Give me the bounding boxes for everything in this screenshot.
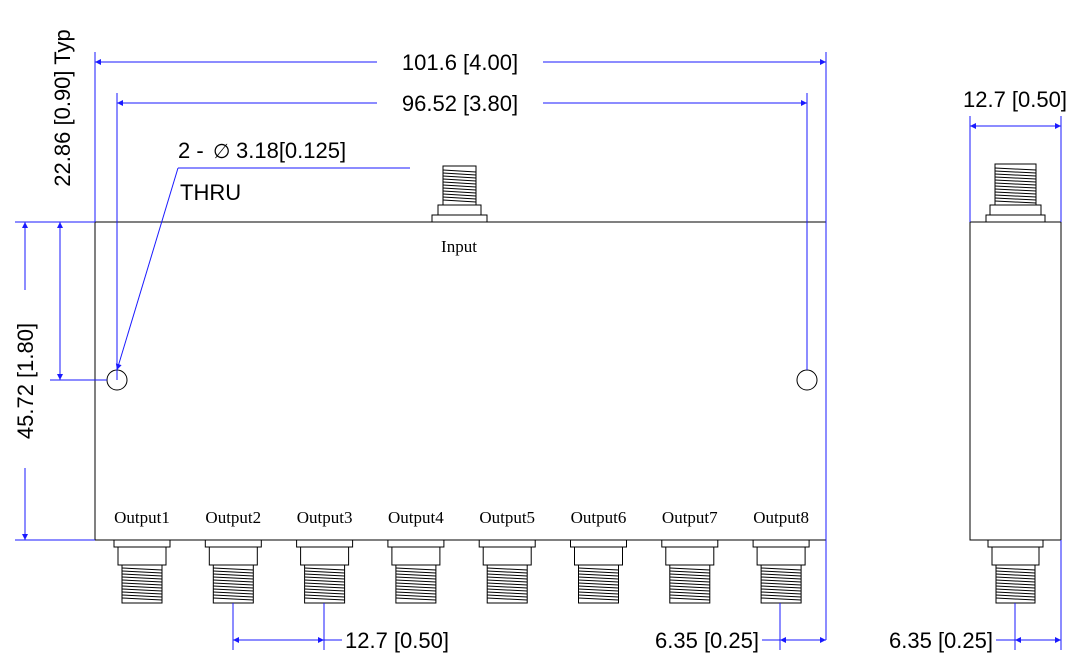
- output-label: Output5: [479, 508, 535, 527]
- output-label: Output3: [297, 508, 353, 527]
- output-pitch-dimension: 12.7 [0.50]: [345, 628, 449, 653]
- side-width-dimension: 12.7 [0.50]: [963, 87, 1067, 112]
- side-bottom-connector: [987, 539, 1044, 604]
- output-label: Output6: [571, 508, 627, 527]
- side-view-body: [969, 221, 1062, 541]
- front-edge-offset-dimension: 6.35 [0.25]: [655, 628, 759, 653]
- mounting-hole-right: [796, 369, 818, 391]
- hole-callout-prefix: 2 -: [178, 138, 204, 163]
- hole-callout-value: 3.18[0.125]: [236, 138, 346, 163]
- hole-offset-dimension: 22.86 [0.90] Typ: [50, 29, 75, 186]
- output-connector: [478, 539, 536, 604]
- body-height-dimension: 45.72 [1.80]: [13, 323, 38, 439]
- output-label: Output1: [114, 508, 170, 527]
- output-connector: [752, 539, 810, 604]
- input-label: Input: [441, 237, 477, 256]
- side-top-connector: [985, 163, 1046, 223]
- input-connector: [431, 165, 488, 223]
- output-label: Output7: [662, 508, 718, 527]
- output-connector: [113, 539, 171, 604]
- output-connector: [204, 539, 262, 604]
- output-connector: [387, 539, 445, 604]
- output-label: Output2: [205, 508, 261, 527]
- front-view-body: [94, 221, 827, 541]
- hole-callout-thru: THRU: [180, 180, 241, 205]
- output-connector: [296, 539, 354, 604]
- output-connector: [661, 539, 719, 604]
- output-connector: [570, 539, 627, 604]
- side-edge-offset-dimension: 6.35 [0.25]: [889, 628, 993, 653]
- output-label: Output4: [388, 508, 444, 527]
- output-label: Output8: [753, 508, 809, 527]
- hole-spacing-dimension: 96.52 [3.80]: [402, 91, 518, 116]
- overall-length-dimension: 101.6 [4.00]: [402, 50, 518, 75]
- diameter-symbol: ∅: [213, 141, 230, 163]
